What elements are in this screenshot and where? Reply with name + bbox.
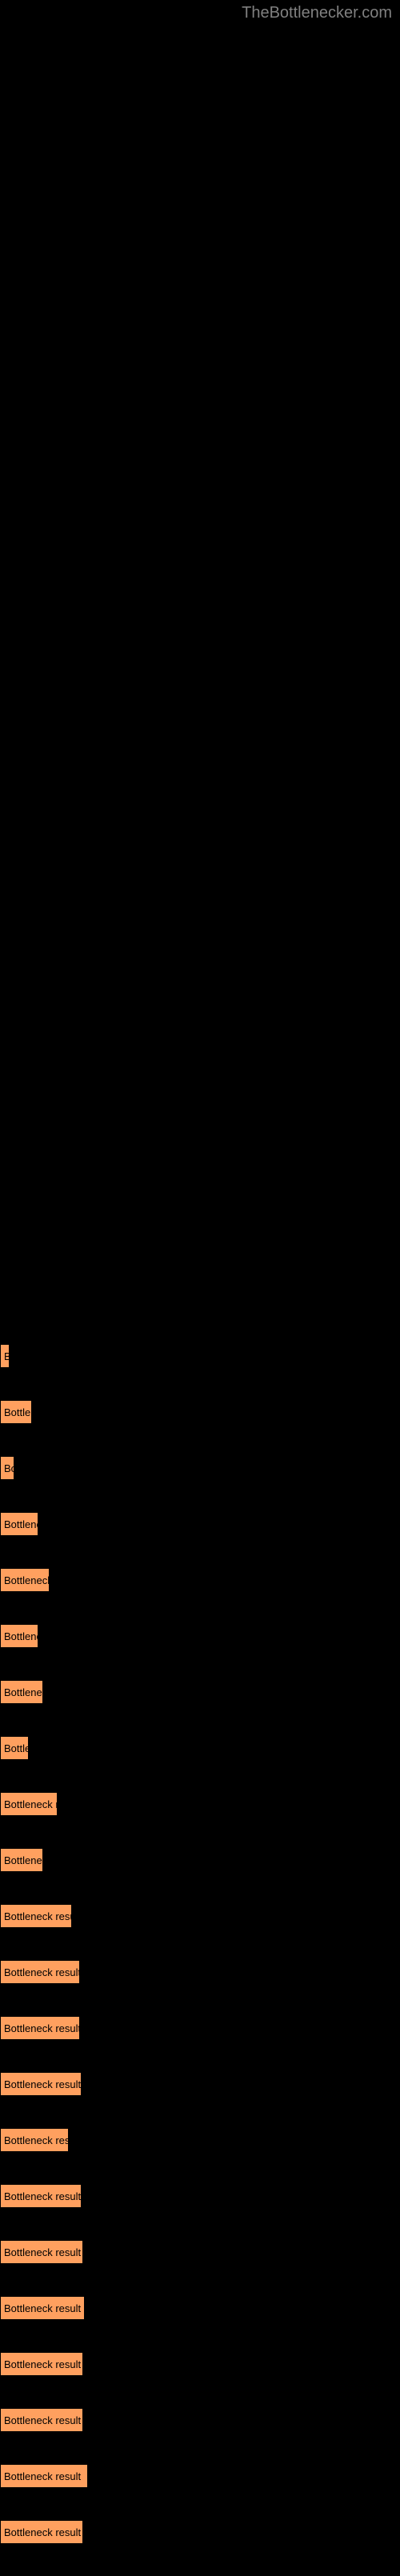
chart-bar: Bottleneck resu bbox=[0, 1904, 72, 1928]
chart-bar: Bottlene bbox=[0, 1512, 38, 1536]
chart-bar: Bottleneck result bbox=[0, 1960, 80, 1984]
bar-row: Bottleneck result bbox=[0, 1960, 400, 1984]
chart-bar: Bo bbox=[0, 1456, 14, 1480]
chart-bar: Bottleneck result bbox=[0, 2184, 82, 2208]
chart-bar: Bottleneck result bbox=[0, 2016, 80, 2040]
bar-row: Bottleneck result bbox=[0, 2184, 400, 2208]
bar-row: B bbox=[0, 1344, 400, 1368]
chart-bar: Bottleneck result bbox=[0, 2296, 85, 2320]
bar-row: Bottleneck resu bbox=[0, 1904, 400, 1928]
chart-bar: Bottleneck result bbox=[0, 2240, 83, 2264]
bar-row: Bottleneck r bbox=[0, 1792, 400, 1816]
bar-row: Bottleneck result bbox=[0, 2408, 400, 2432]
bar-row: Bottlenec bbox=[0, 1680, 400, 1704]
bar-row: Bottleneck result bbox=[0, 2464, 400, 2488]
bar-row: Bottleneck result bbox=[0, 2240, 400, 2264]
bar-row: Bottleneck result bbox=[0, 2072, 400, 2096]
chart-bar: Bottleneck result bbox=[0, 2352, 83, 2376]
chart-bar: Bottleneck bbox=[0, 1568, 50, 1592]
chart-bar: Bottleneck result bbox=[0, 2520, 83, 2544]
chart-bar: Bottleneck result bbox=[0, 2072, 82, 2096]
bar-row: Bottlene bbox=[0, 1624, 400, 1648]
chart-bar: Bottleneck res bbox=[0, 2128, 69, 2152]
chart-bar: Bottleneck result bbox=[0, 2464, 88, 2488]
chart-bar: Bottler bbox=[0, 1400, 32, 1424]
bar-row: Bottlenec bbox=[0, 1848, 400, 1872]
bar-row: Bottlene bbox=[0, 1512, 400, 1536]
chart-bar: Bottlenec bbox=[0, 1680, 43, 1704]
bar-chart: B Bottler Bo Bottlene Bottleneck Bottlene Bott… bbox=[0, 0, 400, 2544]
bar-row: Bottleneck result bbox=[0, 2296, 400, 2320]
bar-row: Bo bbox=[0, 1456, 400, 1480]
chart-bar: B bbox=[0, 1344, 10, 1368]
chart-bar: Bottle bbox=[0, 1736, 29, 1760]
chart-bar: Bottlene bbox=[0, 1624, 38, 1648]
chart-bar: Bottlenec bbox=[0, 1848, 43, 1872]
watermark-text: TheBottlenecker.com bbox=[242, 4, 392, 22]
bar-row: Bottler bbox=[0, 1400, 400, 1424]
chart-bar: Bottleneck r bbox=[0, 1792, 58, 1816]
bar-row: Bottle bbox=[0, 1736, 400, 1760]
bar-row: Bottleneck result bbox=[0, 2352, 400, 2376]
bar-row: Bottleneck res bbox=[0, 2128, 400, 2152]
bar-row: Bottleneck bbox=[0, 1568, 400, 1592]
chart-bar: Bottleneck result bbox=[0, 2408, 83, 2432]
bar-row: Bottleneck result bbox=[0, 2016, 400, 2040]
bar-row: Bottleneck result bbox=[0, 2520, 400, 2544]
